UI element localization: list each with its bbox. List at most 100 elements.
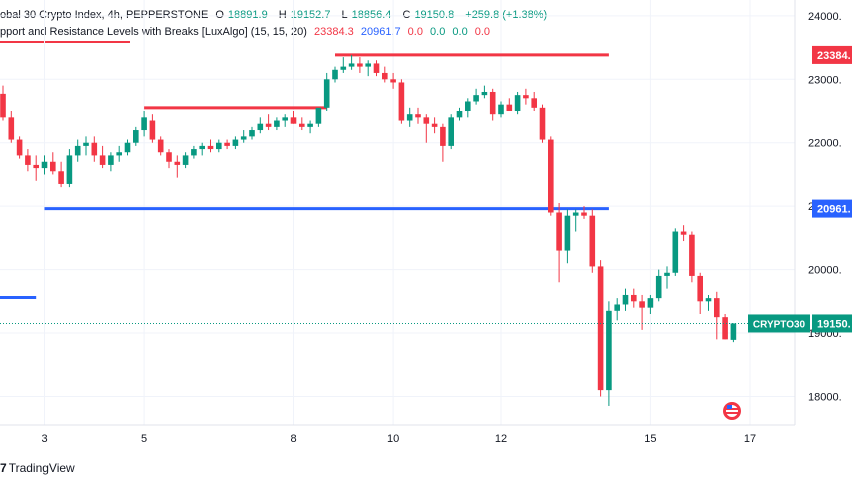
- price-tick-label: 18000.: [808, 391, 842, 403]
- candle-body: [108, 155, 114, 165]
- candle-body: [456, 111, 463, 118]
- candle-body: [149, 120, 156, 140]
- candle-body: [373, 63, 380, 73]
- indicator-support-value: 20961.7: [360, 26, 401, 38]
- time-tick-label: 8: [290, 433, 296, 445]
- candle-body: [556, 212, 562, 251]
- symbol-name[interactable]: obal 30 Crypto Index, 4h, PEPPERSTONE: [0, 9, 209, 21]
- candle-body: [622, 294, 629, 305]
- candle-body: [133, 130, 139, 143]
- candle-body: [531, 98, 537, 108]
- price-badge-label: 23384.: [817, 50, 851, 62]
- candle-body: [548, 139, 554, 213]
- candle-body: [564, 215, 571, 251]
- candle-body: [614, 304, 620, 311]
- candle-body: [448, 117, 454, 146]
- candle-body: [722, 317, 728, 340]
- price-badges: 23384. 20961. 19150. CRYPTO30: [748, 45, 852, 333]
- candle-body: [265, 123, 272, 127]
- indicator-value-3: 0.0: [407, 26, 423, 38]
- candle-body: [348, 63, 355, 67]
- price-badge-label: 20961.: [817, 204, 851, 216]
- candle-body: [589, 215, 596, 267]
- candle-body: [523, 95, 529, 99]
- candle-body: [232, 139, 239, 146]
- candle-body: [423, 117, 430, 124]
- candle-body: [465, 101, 471, 112]
- candle-body: [672, 231, 679, 273]
- candle-body: [124, 142, 131, 153]
- price-tick-label: 23000.: [808, 74, 842, 86]
- candle-body: [639, 301, 645, 308]
- candle-body: [406, 114, 413, 121]
- candle-body: [91, 142, 98, 156]
- us-flag-icon[interactable]: [723, 402, 741, 420]
- indicator-resistance-value: 23384.3: [314, 26, 354, 38]
- candle-body: [99, 155, 106, 165]
- indicator-name[interactable]: pport and Resistance Levels with Breaks …: [0, 26, 307, 38]
- candle-body: [33, 164, 39, 169]
- brand-name: TradingView: [8, 461, 75, 475]
- candle-body: [498, 104, 504, 115]
- indicator-line: pport and Resistance Levels with Breaks …: [0, 25, 494, 39]
- candle-body: [50, 161, 56, 172]
- candle-body: [631, 294, 637, 302]
- candle-body: [539, 107, 546, 140]
- open-value: 18891.9: [227, 9, 268, 21]
- candle-body: [323, 79, 330, 108]
- candle-body: [41, 161, 48, 169]
- candle-body: [382, 72, 388, 80]
- candle-body: [307, 123, 313, 127]
- price-tick-label: 24000.: [808, 11, 842, 23]
- time-axis[interactable]: 3 5 8 10 12 15 17: [41, 433, 756, 445]
- candle-body: [705, 298, 712, 302]
- candle-body: [199, 145, 205, 150]
- candle-body: [249, 130, 255, 137]
- candle-body: [390, 79, 396, 83]
- price-badge: [812, 45, 852, 64]
- price-badge: [812, 199, 852, 218]
- candle-body: [655, 275, 662, 299]
- candle-body: [340, 66, 347, 70]
- candle-body: [680, 231, 687, 235]
- candle-body: [83, 142, 89, 146]
- candle-body: [315, 107, 322, 124]
- candle-body: [58, 171, 64, 184]
- candle-body: [506, 104, 513, 112]
- candle-body: [141, 117, 147, 131]
- candle-body: [572, 212, 579, 216]
- candle-body: [157, 139, 164, 153]
- candle-body: [332, 69, 338, 80]
- candle-body: [431, 123, 438, 127]
- candle-body: [74, 145, 81, 156]
- candle-body: [689, 234, 695, 276]
- high-value: 19152.7: [290, 9, 331, 21]
- candle-body: [714, 298, 720, 318]
- time-tick-label: 3: [41, 433, 47, 445]
- indicator-value-5: 0.0: [452, 26, 468, 38]
- candle-body: [290, 117, 297, 124]
- tradingview-branding[interactable]: 7 TradingView: [0, 461, 75, 475]
- price-tick-label: 22000.: [808, 138, 842, 150]
- candle-body: [282, 117, 288, 121]
- candle-body: [473, 95, 479, 102]
- candle-body: [116, 152, 122, 156]
- close-value: 19150.8: [414, 9, 455, 21]
- price-tick-label: 20000.: [808, 265, 842, 277]
- candle-body: [514, 95, 521, 112]
- candle-body: [191, 149, 197, 156]
- candle-body: [174, 161, 181, 165]
- candle-body: [25, 155, 31, 165]
- candle-body: [365, 63, 371, 67]
- candle-body: [66, 155, 73, 184]
- candle-body: [257, 123, 264, 131]
- grid: [0, 0, 795, 425]
- candle-body: [606, 310, 612, 391]
- candle-body: [415, 114, 421, 118]
- candle-body: [597, 266, 604, 391]
- candle-body: [398, 82, 405, 121]
- candle-body: [440, 126, 446, 146]
- candle-body: [664, 272, 670, 276]
- time-tick-label: 5: [141, 433, 147, 445]
